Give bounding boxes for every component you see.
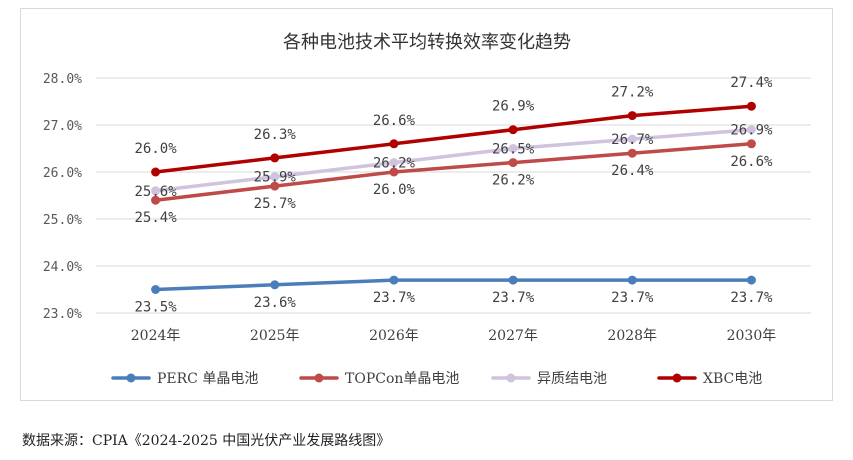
x-tick-label: 2030年 xyxy=(727,328,777,344)
data-point xyxy=(270,172,280,182)
x-tick-label: 2025年 xyxy=(250,328,300,344)
data-point xyxy=(151,195,161,205)
x-tick-label: 2027年 xyxy=(488,328,538,344)
data-label: 26.3% xyxy=(254,127,297,143)
data-label: 26.9% xyxy=(492,99,535,115)
chart-svg: 各种电池技术平均转换效率变化趋势 23.0% 24.0% 25.0% 26.0% 27.0… xyxy=(43,32,811,387)
legend-marker xyxy=(672,373,682,383)
data-label: 23.7% xyxy=(611,290,654,306)
data-point xyxy=(508,158,518,168)
data-label: 26.2% xyxy=(492,173,535,189)
data-point xyxy=(627,148,637,158)
data-label: 27.4% xyxy=(730,75,773,91)
legend-marker xyxy=(314,373,324,383)
legend-marker xyxy=(126,373,136,383)
data-label: 26.2% xyxy=(373,156,416,172)
data-point xyxy=(389,158,399,168)
data-label: 27.2% xyxy=(611,85,654,101)
legend-label: TOPCon单晶电池 xyxy=(345,371,459,387)
y-tick-label: 23.0% xyxy=(43,307,82,322)
y-tick-label: 24.0% xyxy=(43,260,82,275)
data-point xyxy=(151,167,161,177)
series-line xyxy=(155,104,752,174)
data-label: 25.9% xyxy=(254,170,297,186)
data-point xyxy=(151,186,161,196)
series-line xyxy=(155,142,752,202)
data-label: 26.0% xyxy=(135,141,178,157)
data-point xyxy=(746,101,756,111)
x-tick-label: 2024年 xyxy=(131,328,181,344)
data-point xyxy=(627,111,637,121)
data-label: 26.6% xyxy=(373,113,416,129)
x-tick-label: 2026年 xyxy=(369,328,419,344)
data-point xyxy=(746,125,756,135)
series-line xyxy=(155,278,752,292)
data-label: 26.4% xyxy=(611,163,654,179)
data-label: 26.9% xyxy=(730,123,773,139)
legend-label: 异质结电池 xyxy=(537,371,607,387)
data-label: 25.7% xyxy=(254,196,297,212)
data-point xyxy=(627,134,637,144)
data-point xyxy=(508,125,518,135)
data-label: 23.7% xyxy=(373,290,416,306)
y-tick-label: 27.0% xyxy=(43,119,82,134)
data-label: 23.7% xyxy=(492,290,535,306)
data-label: 25.6% xyxy=(135,184,178,200)
data-point xyxy=(389,139,399,149)
data-point xyxy=(151,285,161,294)
x-tick-label: 2028年 xyxy=(607,328,657,344)
chart-frame: 各种电池技术平均转换效率变化趋势 23.0% 24.0% 25.0% 26.0% 27.0… xyxy=(20,8,833,401)
data-point xyxy=(746,275,756,285)
data-label: 23.5% xyxy=(135,300,178,316)
data-point xyxy=(627,275,637,285)
series-line xyxy=(155,127,752,193)
chart-title: 各种电池技术平均转换效率变化趋势 xyxy=(283,32,571,53)
data-label: 26.7% xyxy=(611,132,654,148)
data-point xyxy=(270,153,280,163)
data-point xyxy=(270,280,280,290)
y-tick-label: 28.0% xyxy=(43,72,82,87)
legend-label: PERC 单晶电池 xyxy=(157,371,258,387)
y-tick-label: 26.0% xyxy=(43,166,82,181)
data-label: 26.6% xyxy=(730,154,773,170)
data-point xyxy=(270,181,280,191)
legend-marker xyxy=(506,373,516,383)
legend-label: XBC电池 xyxy=(703,371,762,387)
data-label: 26.5% xyxy=(492,142,535,158)
data-point xyxy=(389,167,399,177)
data-label: 23.7% xyxy=(730,290,773,306)
data-point xyxy=(508,275,518,285)
data-point xyxy=(389,275,399,285)
data-label: 26.0% xyxy=(373,182,416,198)
data-point xyxy=(508,144,518,153)
y-tick-label: 25.0% xyxy=(43,213,82,228)
data-label: 23.6% xyxy=(254,295,297,311)
source-note: 数据来源：CPIA《2024-2025 中国光伏产业发展路线图》 xyxy=(22,433,391,449)
data-label: 25.4% xyxy=(135,210,178,226)
data-point xyxy=(746,139,756,149)
